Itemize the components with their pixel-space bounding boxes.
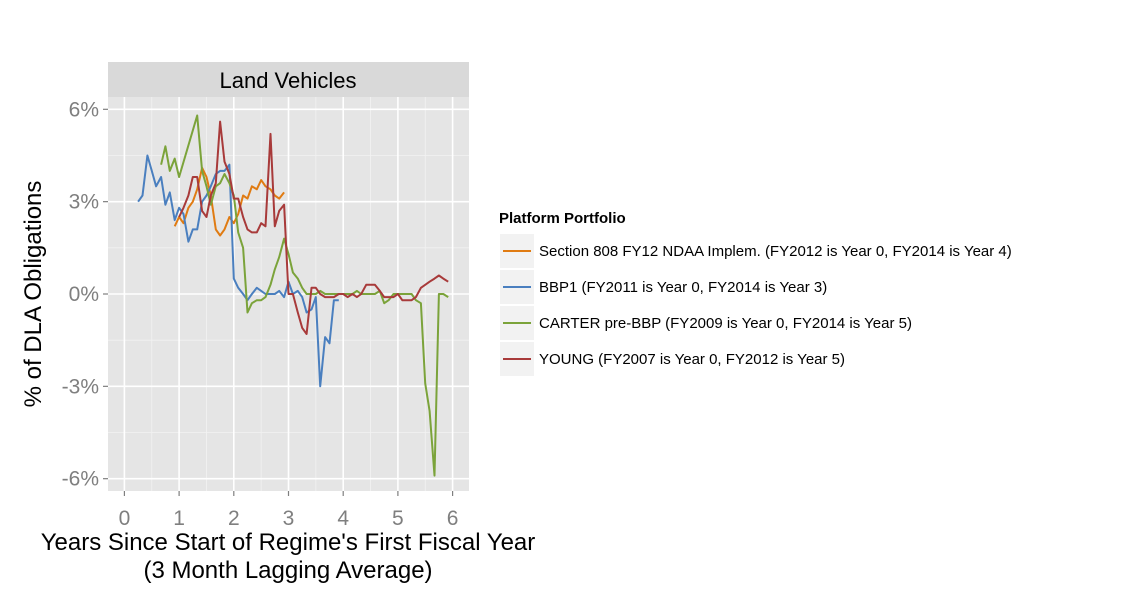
legend-item-label: CARTER pre-BBP (FY2009 is Year 0, FY2014…	[539, 315, 912, 332]
legend-title: Platform Portfolio	[499, 210, 626, 227]
y-tick-label: -3%	[62, 375, 99, 398]
x-tick-label: 4	[337, 507, 349, 530]
series-line-4	[178, 120, 449, 335]
legend: Platform Portfolio Section 808 FY12 NDAA…	[499, 210, 1012, 376]
y-tick-label: 0%	[69, 283, 99, 306]
series-line-2	[137, 154, 339, 388]
x-axis: 0 1 2 3 4 5 6	[119, 491, 459, 530]
x-tick-label: 0	[119, 507, 131, 530]
legend-item-label: BBP1 (FY2011 is Year 0, FY2014 is Year 3…	[539, 279, 827, 296]
y-tick-label: -6%	[62, 468, 99, 491]
legend-item-label: Section 808 FY12 NDAA Implem. (FY2012 is…	[539, 243, 1012, 260]
facet-strip	[108, 62, 469, 97]
y-tick-label: 6%	[69, 98, 99, 121]
series-line-1	[173, 166, 285, 237]
x-tick-label: 3	[283, 507, 295, 530]
legend-item-label: YOUNG (FY2007 is Year 0, FY2012 is Year …	[539, 351, 845, 368]
x-tick-label: 5	[392, 507, 404, 530]
x-tick-label: 2	[228, 507, 240, 530]
facet-title: Land Vehicles	[220, 68, 357, 93]
y-tick-label: 3%	[69, 191, 99, 214]
x-tick-label: 1	[173, 507, 185, 530]
x-axis-title: Years Since Start of Regime's First Fisc…	[41, 529, 536, 556]
y-axis-title: % of DLA Obligations	[20, 181, 47, 408]
x-axis-subtitle: (3 Month Lagging Average)	[143, 557, 432, 584]
x-tick-label: 6	[447, 507, 459, 530]
series-lines	[137, 114, 449, 477]
y-axis: -6% -3% 0% 3% 6%	[62, 98, 108, 491]
